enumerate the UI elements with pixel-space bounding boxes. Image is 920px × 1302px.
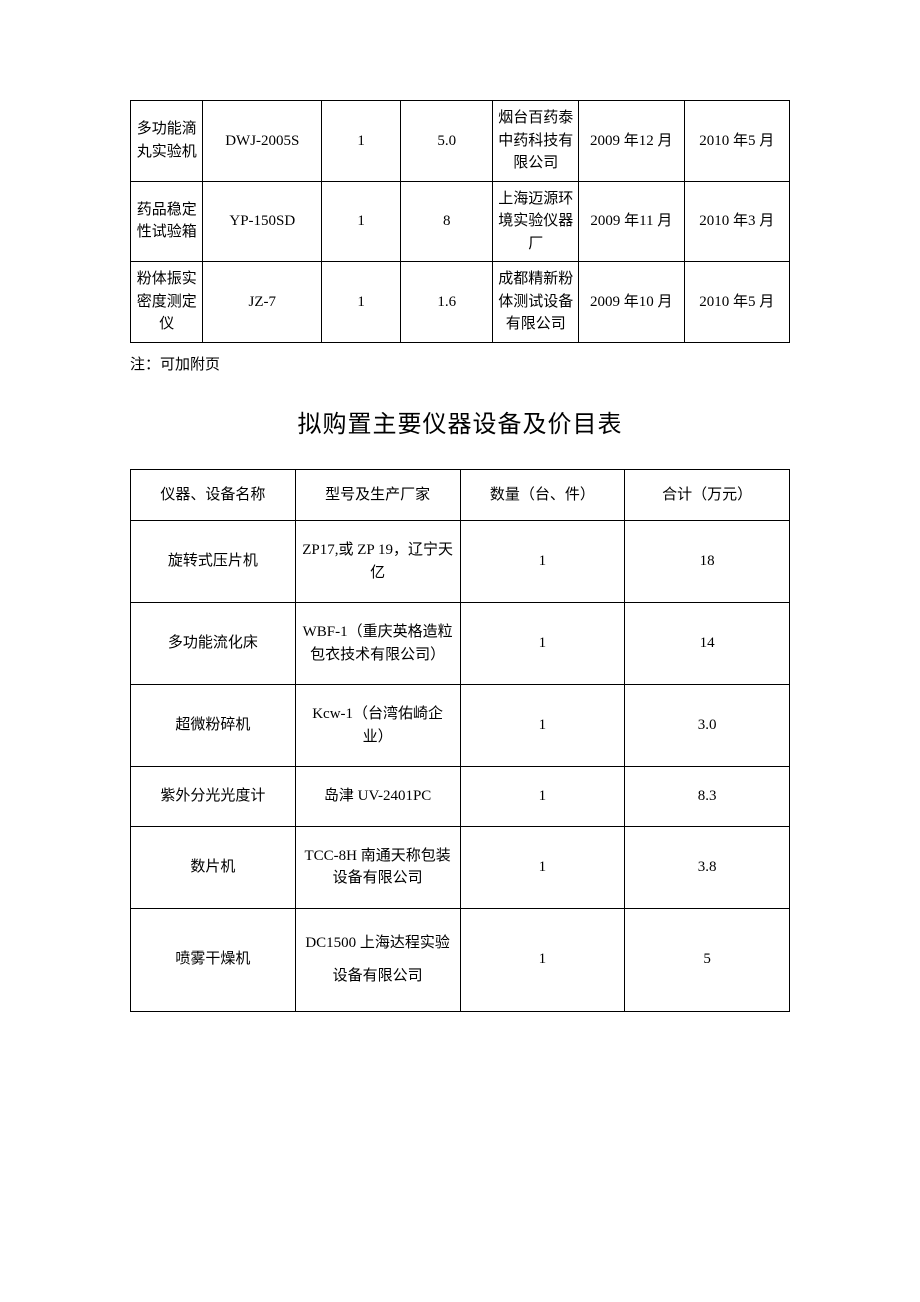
- page: 多功能滴丸实验机 DWJ-2005S 1 5.0 烟台百药泰中药科技有限公司 2…: [0, 0, 920, 1072]
- cell-qty: 1: [460, 908, 625, 1011]
- table-row: 旋转式压片机 ZP17,或 ZP 19，辽宁天亿 1 18: [131, 521, 790, 603]
- cell-date1: 2009 年11 月: [579, 181, 684, 262]
- cell-date2: 2010 年3 月: [684, 181, 789, 262]
- table-row: 喷雾干燥机 DC1500 上海达程实验设备有限公司 1 5: [131, 908, 790, 1011]
- cell-value: 8: [401, 181, 493, 262]
- table2-body: 旋转式压片机 ZP17,或 ZP 19，辽宁天亿 1 18 多功能流化床 WBF…: [131, 521, 790, 1012]
- cell-name: 旋转式压片机: [131, 521, 296, 603]
- cell-qty: 1: [460, 521, 625, 603]
- cell-model: ZP17,或 ZP 19，辽宁天亿: [295, 521, 460, 603]
- table1-body: 多功能滴丸实验机 DWJ-2005S 1 5.0 烟台百药泰中药科技有限公司 2…: [131, 101, 790, 343]
- cell-total: 3.0: [625, 685, 790, 767]
- equipment-table-2: 仪器、设备名称 型号及生产厂家 数量（台、件） 合计（万元） 旋转式压片机 ZP…: [130, 469, 790, 1012]
- cell-vendor: 烟台百药泰中药科技有限公司: [493, 101, 579, 182]
- cell-date1: 2009 年10 月: [579, 262, 684, 343]
- note-text: 注：可加附页: [130, 353, 790, 374]
- cell-value: 5.0: [401, 101, 493, 182]
- cell-name: 药品稳定性试验箱: [131, 181, 203, 262]
- table-row: 药品稳定性试验箱 YP-150SD 1 8 上海迈源环境实验仪器厂 2009 年…: [131, 181, 790, 262]
- table-header-row: 仪器、设备名称 型号及生产厂家 数量（台、件） 合计（万元）: [131, 469, 790, 521]
- cell-model: JZ-7: [203, 262, 322, 343]
- table-row: 紫外分光光度计 岛津 UV-2401PC 1 8.3: [131, 767, 790, 827]
- table-row: 数片机 TCC-8H 南通天称包装设备有限公司 1 3.8: [131, 826, 790, 908]
- cell-name: 多功能滴丸实验机: [131, 101, 203, 182]
- cell-total: 18: [625, 521, 790, 603]
- cell-total: 8.3: [625, 767, 790, 827]
- cell-model: 岛津 UV-2401PC: [295, 767, 460, 827]
- cell-qty: 1: [460, 826, 625, 908]
- cell-model: YP-150SD: [203, 181, 322, 262]
- cell-name: 喷雾干燥机: [131, 908, 296, 1011]
- cell-qty: 1: [322, 262, 401, 343]
- cell-model: TCC-8H 南通天称包装设备有限公司: [295, 826, 460, 908]
- cell-vendor: 上海迈源环境实验仪器厂: [493, 181, 579, 262]
- cell-model: WBF-1（重庆英格造粒包衣技术有限公司）: [295, 603, 460, 685]
- table-row: 多功能流化床 WBF-1（重庆英格造粒包衣技术有限公司） 1 14: [131, 603, 790, 685]
- cell-total: 3.8: [625, 826, 790, 908]
- cell-date1: 2009 年12 月: [579, 101, 684, 182]
- table-row: 粉体振实密度测定仪 JZ-7 1 1.6 成都精新粉体测试设备有限公司 2009…: [131, 262, 790, 343]
- header-qty: 数量（台、件）: [460, 469, 625, 521]
- cell-qty: 1: [460, 685, 625, 767]
- cell-model: DWJ-2005S: [203, 101, 322, 182]
- cell-name: 紫外分光光度计: [131, 767, 296, 827]
- cell-name: 数片机: [131, 826, 296, 908]
- equipment-table-1: 多功能滴丸实验机 DWJ-2005S 1 5.0 烟台百药泰中药科技有限公司 2…: [130, 100, 790, 343]
- cell-qty: 1: [322, 181, 401, 262]
- cell-total: 5: [625, 908, 790, 1011]
- header-total: 合计（万元）: [625, 469, 790, 521]
- cell-model: DC1500 上海达程实验设备有限公司: [295, 908, 460, 1011]
- section-title: 拟购置主要仪器设备及价目表: [130, 404, 790, 439]
- cell-date2: 2010 年5 月: [684, 262, 789, 343]
- cell-qty: 1: [460, 767, 625, 827]
- cell-value: 1.6: [401, 262, 493, 343]
- cell-name: 超微粉碎机: [131, 685, 296, 767]
- table-row: 超微粉碎机 Kcw-1（台湾佑崎企业） 1 3.0: [131, 685, 790, 767]
- header-name: 仪器、设备名称: [131, 469, 296, 521]
- table-row: 多功能滴丸实验机 DWJ-2005S 1 5.0 烟台百药泰中药科技有限公司 2…: [131, 101, 790, 182]
- cell-model: Kcw-1（台湾佑崎企业）: [295, 685, 460, 767]
- cell-date2: 2010 年5 月: [684, 101, 789, 182]
- cell-vendor: 成都精新粉体测试设备有限公司: [493, 262, 579, 343]
- header-model: 型号及生产厂家: [295, 469, 460, 521]
- cell-total: 14: [625, 603, 790, 685]
- cell-qty: 1: [322, 101, 401, 182]
- cell-name: 粉体振实密度测定仪: [131, 262, 203, 343]
- cell-qty: 1: [460, 603, 625, 685]
- cell-name: 多功能流化床: [131, 603, 296, 685]
